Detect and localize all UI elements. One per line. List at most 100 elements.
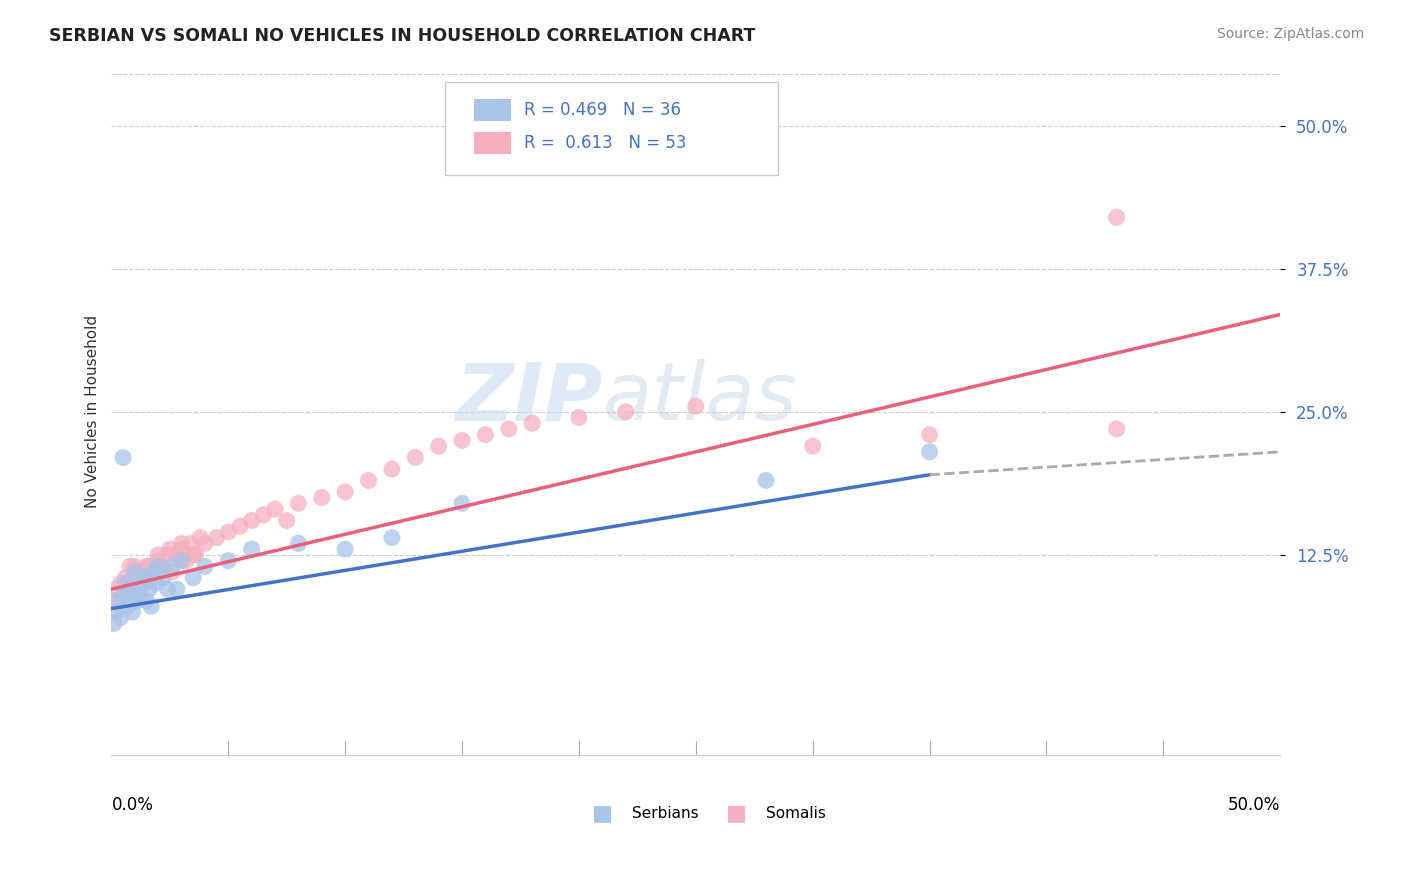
Point [335,542,357,557]
Point [114,571,136,585]
Point [522,416,544,430]
Point [801,439,824,453]
Point [142,565,165,579]
Point [427,439,450,453]
Point [152,571,174,585]
Point [1105,211,1128,225]
Point [105,582,128,597]
Text: atlas: atlas [602,359,797,437]
Point [145,576,167,591]
Point [918,427,941,442]
Y-axis label: No Vehicles in Household: No Vehicles in Household [86,315,100,508]
Point [205,531,228,545]
Bar [474,99,512,121]
Point [152,559,174,574]
Text: 50.0%: 50.0% [1227,797,1281,814]
Point [159,542,181,557]
Point [156,548,179,562]
Point [474,427,496,442]
Point [287,496,309,510]
Point [135,593,157,607]
Point [146,553,169,567]
Point [404,450,426,465]
Point [229,519,252,533]
Point [134,571,156,585]
Point [755,474,778,488]
Point [335,484,357,499]
Point [166,548,188,562]
Point [451,434,474,448]
Point [381,462,404,476]
Point [146,559,169,574]
Point [918,445,941,459]
Point [103,616,125,631]
Point [138,559,160,574]
Point [252,508,274,522]
Point [188,531,211,545]
Point [184,548,207,562]
Point [240,542,263,557]
FancyBboxPatch shape [444,82,778,175]
Point [180,536,202,550]
Text: ■: ■ [592,804,613,823]
Point [141,599,163,614]
Point [128,571,150,585]
Point [357,474,380,488]
Point [110,611,132,625]
Point [138,582,160,597]
Point [287,536,309,550]
Text: 0.0%: 0.0% [111,797,153,814]
Point [103,593,125,607]
Point [117,599,139,614]
Point [217,553,239,567]
Point [120,559,142,574]
Text: Serbians: Serbians [631,806,699,821]
Point [170,536,193,550]
Point [174,553,197,567]
Text: ■: ■ [727,804,747,823]
Point [160,559,183,574]
Point [142,571,165,585]
Point [170,542,193,557]
Point [568,410,591,425]
Text: R = 0.469   N = 36: R = 0.469 N = 36 [524,102,681,120]
Point [1105,422,1128,436]
Point [121,605,143,619]
Point [181,548,204,562]
Text: Somalis: Somalis [766,806,825,821]
Point [160,565,183,579]
Point [451,496,474,510]
Text: Source: ZipAtlas.com: Source: ZipAtlas.com [1216,27,1364,41]
Point [240,514,263,528]
Point [170,553,193,567]
Point [146,548,169,562]
Bar [474,132,512,154]
Point [134,576,156,591]
Point [311,491,333,505]
Point [112,450,135,465]
Point [131,576,153,591]
Point [264,502,287,516]
Point [135,559,157,574]
Point [217,524,239,539]
Point [276,514,298,528]
Point [120,582,142,597]
Point [114,576,136,591]
Point [110,576,132,591]
Point [128,582,150,597]
Point [194,536,217,550]
Point [128,588,150,602]
Point [614,405,637,419]
Text: R =  0.613   N = 53: R = 0.613 N = 53 [524,135,686,153]
Text: SERBIAN VS SOMALI NO VEHICLES IN HOUSEHOLD CORRELATION CHART: SERBIAN VS SOMALI NO VEHICLES IN HOUSEHO… [49,27,755,45]
Point [498,422,520,436]
Point [194,559,217,574]
Point [127,593,149,607]
Point [120,588,142,602]
Point [181,571,204,585]
Point [112,588,135,602]
Point [105,605,128,619]
Point [107,593,129,607]
Point [381,531,404,545]
Point [156,582,179,597]
